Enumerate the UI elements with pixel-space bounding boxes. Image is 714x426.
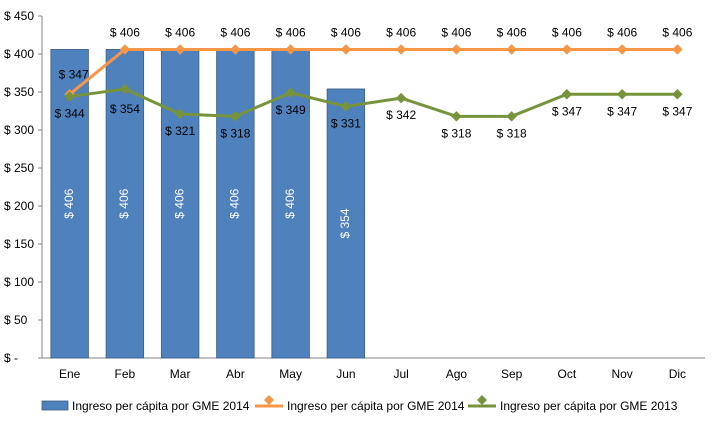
orange-series-data-label: $ 406: [662, 25, 692, 39]
green-series-point: [340, 101, 352, 112]
y-tick-label: $ 150: [4, 237, 34, 251]
x-tick-label: Oct: [558, 367, 577, 381]
orange-series-point: [506, 44, 517, 55]
legend-green-label: Ingreso per cápita por GME 2013: [500, 399, 678, 413]
orange-series-data-label: $ 347: [59, 67, 89, 81]
bar-data-label: $ 406: [283, 188, 297, 218]
green-series-point: [561, 88, 573, 100]
bar: [271, 49, 310, 359]
data-labels: $ 406 $ 406 $ 406 $ 406 $ 406 $ 354 $ 347 $ 406…: [55, 25, 693, 238]
orange-series-point: [561, 44, 573, 55]
green-series-point: [506, 110, 517, 122]
legend-green-marker: [477, 395, 487, 405]
orange-series-line: [68, 47, 678, 96]
orange-series-data-label: $ 406: [331, 25, 361, 39]
green-series-point: [119, 83, 131, 95]
x-tick-label: Dic: [669, 367, 686, 381]
line-series: [64, 44, 683, 122]
orange-series-data-label: $ 406: [220, 25, 250, 39]
legend-bar-swatch: [41, 400, 69, 411]
y-tick-label: $ 400: [4, 47, 34, 61]
x-tick-label: Sep: [501, 367, 523, 381]
orange-series-data-label: $ 406: [165, 25, 195, 39]
orange-series-point: [119, 44, 131, 55]
y-tick-label: $ 100: [4, 275, 34, 289]
green-series-line: [69, 87, 678, 118]
legend-orange-marker: [264, 395, 274, 405]
y-tick-label: $ 350: [4, 85, 34, 99]
green-series-data-label: $ 354: [110, 102, 140, 116]
green-series-point: [616, 88, 628, 100]
bar-data-label: $ 354: [338, 208, 352, 238]
bar-data-label: $ 406: [117, 188, 131, 218]
x-tick-label: Ene: [59, 367, 81, 381]
orange-series-point: [616, 44, 628, 55]
bar-data-label: $ 406: [228, 188, 242, 218]
green-series-point: [672, 88, 683, 100]
x-tick-label: May: [279, 367, 302, 381]
green-series-data-label: $ 321: [165, 124, 195, 138]
green-series-data-label: $ 344: [55, 107, 85, 121]
x-tick-label: Ago: [446, 367, 468, 381]
x-tick-label: Feb: [115, 367, 136, 381]
y-tick-label: $ 450: [4, 9, 34, 23]
green-series-point: [451, 110, 462, 122]
x-tick-label: Nov: [611, 367, 632, 381]
green-series-data-label: $ 318: [441, 126, 471, 140]
orange-series-data-label: $ 406: [386, 25, 416, 39]
green-series-data-label: $ 347: [552, 104, 582, 118]
green-series-data-label: $ 347: [662, 104, 692, 118]
bar: [326, 88, 366, 359]
x-axis: Ene Feb Mar Abr May Jun Jul Ago Sep Oct Nov Dic: [42, 357, 705, 381]
orange-series-point: [451, 44, 462, 55]
legend-orange-label: Ingreso per cápita por GME 2014: [287, 399, 465, 413]
green-series-point: [174, 108, 186, 120]
x-tick-label: Abr: [226, 367, 245, 381]
green-series-data-label: $ 331: [331, 116, 361, 130]
green-series-point: [230, 110, 241, 122]
orange-series-data-label: $ 406: [552, 25, 582, 39]
y-tick-label: $ 200: [4, 199, 34, 213]
y-tick-label: $ 250: [4, 161, 34, 175]
green-series-point: [285, 87, 296, 99]
y-tick-label: $ 300: [4, 123, 34, 137]
green-series-data-label: $ 349: [276, 103, 306, 117]
y-axis: $ - $ 50 $ 100 $ 150 $ 200 $ 250 $ 300 $ 350 $ 4…: [4, 9, 43, 365]
green-series-data-label: $ 342: [386, 108, 416, 122]
x-tick-label: Jun: [336, 367, 355, 381]
green-series-data-label: $ 318: [497, 126, 527, 140]
orange-series-point: [340, 44, 352, 55]
orange-series-data-label: $ 406: [441, 25, 471, 39]
green-series-point: [395, 92, 407, 104]
orange-series-data-label: $ 406: [497, 25, 527, 39]
orange-series-point: [230, 44, 241, 55]
orange-series-data-label: $ 406: [276, 25, 306, 39]
green-series-point: [64, 91, 75, 102]
x-tick-label: Mar: [170, 367, 191, 381]
bar-data-label: $ 406: [172, 188, 186, 218]
x-tick-label: Jul: [393, 367, 408, 381]
orange-series-data-label: $ 406: [110, 25, 140, 39]
orange-series-point: [285, 44, 296, 55]
bar-data-label: $ 406: [62, 188, 76, 218]
orange-series-point: [174, 44, 186, 55]
green-series-data-label: $ 347: [607, 104, 637, 118]
bar-series: [50, 49, 366, 359]
orange-series-data-label: $ 406: [607, 25, 637, 39]
y-tick-label: $ -: [4, 351, 18, 365]
legend: Ingreso per cápita por GME 2014 Ingreso p…: [41, 395, 678, 413]
orange-series-point: [395, 44, 407, 55]
green-series-data-label: $ 318: [220, 126, 250, 140]
y-tick-label: $ 50: [4, 313, 28, 327]
orange-series-point: [672, 44, 683, 55]
legend-bar-label: Ingreso per cápita por GME 2014: [72, 399, 250, 413]
